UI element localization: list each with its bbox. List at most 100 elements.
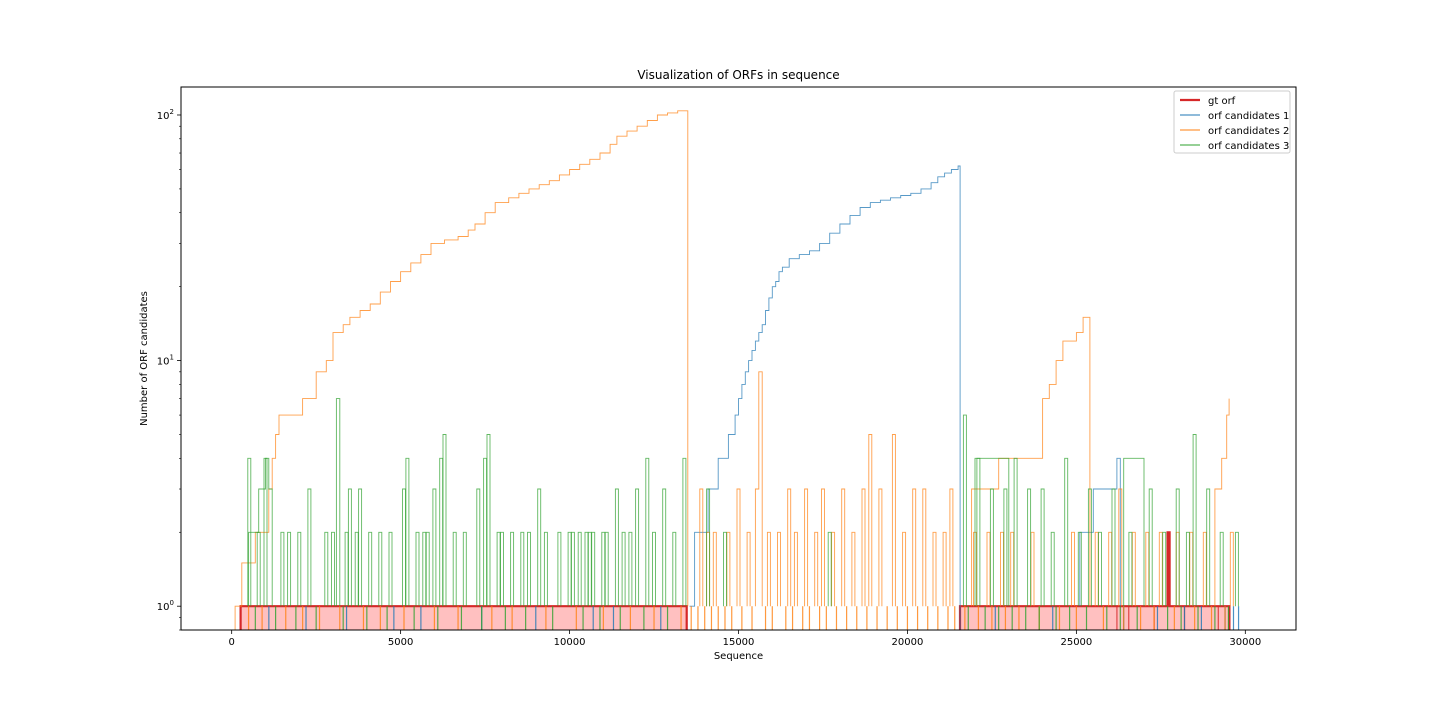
series-spike (307, 488, 312, 607)
series-spike (723, 531, 727, 607)
series-spike (1064, 457, 1069, 607)
series-spike (425, 531, 430, 607)
series-spike (543, 531, 548, 607)
series-spike (1098, 531, 1102, 607)
series-spike (1229, 531, 1234, 607)
series-spike (567, 531, 572, 607)
series-spike (1027, 488, 1032, 607)
series-spike (591, 531, 596, 607)
series-spike (989, 488, 994, 607)
series-spike (949, 488, 954, 607)
series-spike (699, 488, 704, 607)
series-spike (793, 531, 798, 607)
series-spike (1000, 531, 1004, 607)
series-line (754, 371, 763, 607)
series-spike (510, 531, 515, 607)
series-spike (1013, 457, 1018, 607)
series-spike (1148, 488, 1153, 607)
gt-orf-fill-layer (240, 532, 1230, 630)
legend-box (1173, 90, 1291, 154)
series-spike (415, 531, 420, 607)
series-spike (577, 531, 582, 607)
series-spike (462, 531, 467, 607)
series-spike (1158, 531, 1163, 607)
series-spike (804, 488, 809, 607)
series-spike (635, 488, 640, 607)
series-spike (520, 531, 525, 607)
gt-orf-region (240, 606, 687, 630)
x-tick-label: 10000 (554, 637, 586, 648)
series-spike (263, 457, 268, 607)
series-spike (432, 488, 437, 607)
series-spike (331, 531, 335, 607)
series-spike (368, 531, 373, 607)
series-spike (280, 531, 285, 607)
series-spike (712, 531, 717, 607)
series-spike (1003, 488, 1008, 607)
series-spike (439, 457, 444, 607)
x-axis-label: Sequence (714, 651, 763, 662)
series-spike (500, 531, 504, 607)
series-spike (912, 488, 917, 607)
series-4 (247, 398, 1239, 630)
series-spike (496, 531, 501, 607)
series-spike (1108, 531, 1113, 607)
series-line (1079, 457, 1121, 607)
series-spike (1185, 531, 1190, 607)
series-spike (1219, 531, 1224, 607)
series-spike (604, 531, 609, 607)
series-spike (1128, 531, 1133, 607)
series-spike (662, 488, 667, 607)
series-spike (672, 531, 677, 607)
series-spike (1087, 488, 1092, 607)
series-line (974, 457, 1010, 607)
series-spike (402, 488, 406, 607)
legend: gt orf orf candidates 1 orf candidates 2 or… (1173, 90, 1291, 154)
series-spike (962, 414, 967, 607)
series-spike (486, 434, 491, 607)
series-spike (324, 531, 329, 607)
series-spike (422, 531, 427, 607)
x-tick-label: 20000 (892, 637, 924, 648)
series-spike (1030, 531, 1035, 607)
series-spike (645, 457, 650, 607)
series-spike (1234, 531, 1239, 607)
legend-entry: orf candidates 3 (1208, 141, 1289, 152)
series-spike (821, 488, 825, 607)
x-axis: 0 5000 10000 15000 20000 25000 30000 (228, 630, 1261, 648)
series-spike (831, 531, 836, 607)
series-spike (1094, 531, 1099, 607)
series-spike (861, 488, 866, 607)
legend-entry: orf candidates 1 (1208, 111, 1289, 122)
series-spike (570, 531, 575, 607)
gt-orf-region (960, 532, 1230, 630)
series-spike (682, 457, 687, 607)
series-spike (1206, 488, 1211, 607)
series-line (335, 398, 341, 607)
chart-title: Visualization of ORFs in sequence (637, 68, 839, 82)
x-tick-label: 25000 (1060, 637, 1092, 648)
x-tick-label: 30000 (1229, 637, 1261, 648)
series-spike (483, 457, 488, 607)
series-line (689, 165, 961, 630)
series-spike (527, 531, 531, 607)
series-spike (354, 531, 359, 607)
series-spike (986, 531, 991, 607)
x-tick-label: 15000 (723, 637, 755, 648)
series-spike (1040, 488, 1045, 607)
series-spike (537, 488, 542, 607)
series-spike (1118, 488, 1123, 607)
series-spike (347, 488, 352, 607)
series-spike (442, 434, 447, 607)
series-spike (932, 531, 937, 607)
series-line (1214, 398, 1230, 607)
x-tick-label: 5000 (388, 637, 413, 648)
series-spike (1202, 531, 1207, 607)
series-spike (976, 457, 981, 607)
series-spike (584, 531, 589, 607)
series-spike (1175, 488, 1180, 607)
series-spike (614, 488, 619, 607)
series-spike (1050, 531, 1055, 607)
series-spike (942, 531, 947, 607)
series-spike (557, 531, 562, 607)
